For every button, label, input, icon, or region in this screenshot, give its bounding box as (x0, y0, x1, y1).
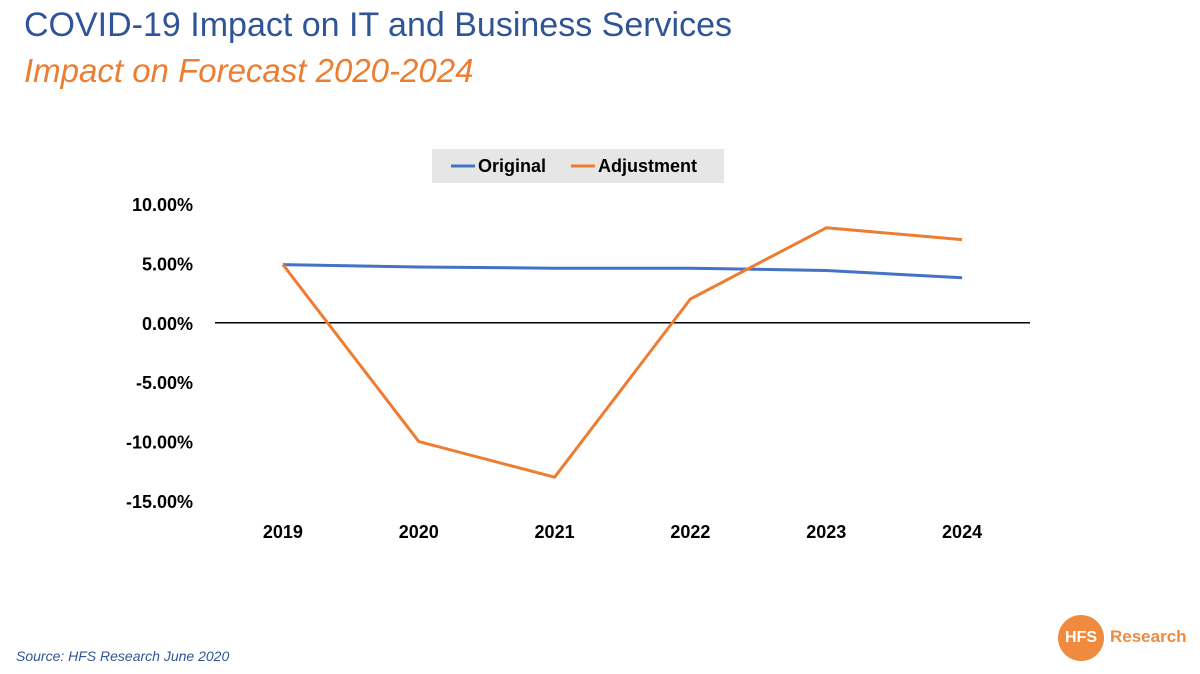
source-note: Source: HFS Research June 2020 (16, 648, 230, 664)
chart-title: COVID-19 Impact on IT and Business Servi… (24, 6, 733, 44)
y-tick-label: 0.00% (142, 314, 193, 334)
chart-subtitle: Impact on Forecast 2020-2024 (24, 52, 474, 89)
hfs-logo-text: Research (1110, 627, 1187, 646)
x-tick-label: 2019 (263, 522, 303, 542)
y-tick-label: -10.00% (126, 433, 193, 453)
y-tick-label: 5.00% (142, 254, 193, 274)
y-tick-label: -5.00% (136, 373, 193, 393)
hfs-logo-mark: HFS (1058, 615, 1104, 661)
x-tick-label: 2020 (399, 522, 439, 542)
series-line-adjustment (281, 226, 963, 479)
y-tick-label: 10.00% (132, 195, 193, 215)
legend-label-adjustment: Adjustment (598, 156, 697, 176)
x-tick-label: 2021 (535, 522, 575, 542)
series-line-original (282, 263, 963, 280)
x-tick-label: 2024 (942, 522, 982, 542)
legend-label-original: Original (478, 156, 546, 176)
x-tick-label: 2023 (806, 522, 846, 542)
x-tick-label: 2022 (670, 522, 710, 542)
y-tick-label: -15.00% (126, 492, 193, 512)
